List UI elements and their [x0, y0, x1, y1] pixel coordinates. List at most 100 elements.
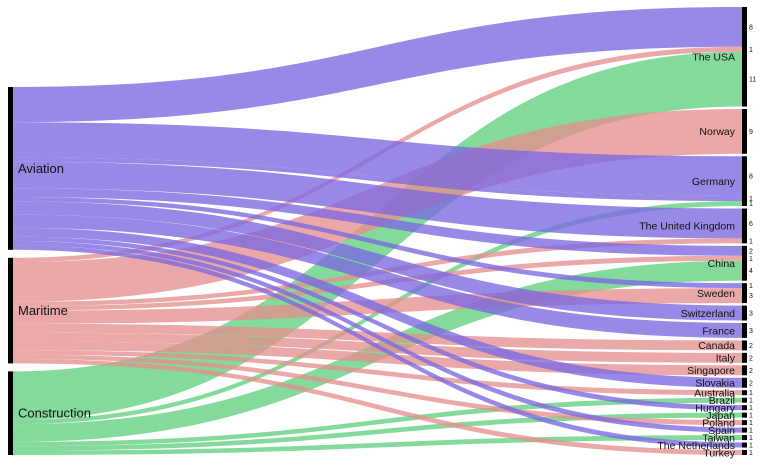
link-aviation-to-hungary — [13, 236, 742, 411]
target-node-canada — [742, 340, 747, 351]
link-maritime-to-turkey — [13, 359, 742, 455]
link-construction-to-taiwan — [13, 435, 742, 455]
value-label-aviation-germany: 1 — [749, 196, 753, 203]
target-label-canada: Canada — [698, 340, 735, 352]
target-label-brazil: Brazil — [709, 395, 735, 407]
target-label-singapore: Singapore — [687, 365, 735, 377]
target-node-singapore — [742, 365, 747, 376]
value-label-aviation-slovakia: 2 — [749, 380, 753, 387]
target-label-the-united-kingdom: The United Kingdom — [639, 221, 735, 233]
value-label-construction-taiwan: 1 — [749, 435, 753, 442]
link-aviation-to-germany — [13, 122, 742, 197]
value-label-aviation-the-usa: 8 — [749, 24, 753, 31]
target-node-the-netherlands — [742, 442, 747, 448]
nodes-layer — [8, 7, 747, 455]
link-construction-to-brazil — [13, 397, 742, 447]
value-label-aviation-france: 3 — [749, 328, 753, 335]
value-label-aviation-sweden: 1 — [749, 283, 753, 290]
value-label-construction-china: 4 — [749, 268, 753, 275]
target-label-norway: Norway — [699, 126, 735, 138]
target-label-hungary: Hungary — [695, 402, 735, 414]
target-label-the-netherlands: The Netherlands — [657, 440, 735, 452]
value-label-maritime-italy: 2 — [749, 355, 753, 362]
value-label-maritime-the-usa: 1 — [749, 47, 753, 54]
value-label-maritime-china: 1 — [749, 256, 753, 263]
target-label-germany: Germany — [692, 176, 736, 188]
target-node-taiwan — [742, 435, 747, 441]
target-label-slovakia: Slovakia — [695, 378, 735, 390]
value-label-maritime-turkey: 1 — [749, 450, 753, 457]
target-node-the-usa — [742, 7, 747, 107]
value-label-maritime-poland: 1 — [749, 420, 753, 427]
target-node-sweden — [742, 283, 747, 304]
target-node-china — [742, 245, 747, 281]
link-aviation-to-france — [13, 214, 742, 338]
link-maritime-to-australia — [13, 350, 742, 396]
source-label-aviation: Aviation — [18, 161, 64, 176]
target-node-france — [742, 323, 747, 338]
value-label-aviation-spain: 1 — [749, 428, 753, 435]
value-label-maritime-norway: 9 — [749, 129, 753, 136]
target-node-norway — [742, 109, 747, 154]
value-label-construction-japan: 1 — [749, 413, 753, 420]
target-label-taiwan: Taiwan — [702, 432, 735, 444]
value-label-aviation-the-netherlands: 1 — [749, 443, 753, 450]
link-maritime-to-china — [13, 255, 742, 311]
target-label-china: China — [708, 258, 736, 270]
value-label-aviation-china: 2 — [749, 248, 753, 255]
value-label-maritime-canada: 2 — [749, 343, 753, 350]
target-node-australia — [742, 390, 747, 396]
source-label-maritime: Maritime — [18, 303, 68, 318]
source-label-construction: Construction — [18, 406, 91, 421]
link-aviation-to-switzerland — [13, 201, 742, 321]
link-aviation-to-china — [13, 188, 742, 256]
value-label-construction-brazil: 1 — [749, 398, 753, 405]
source-node-construction — [8, 371, 13, 455]
value-label-maritime-sweden: 3 — [749, 293, 753, 300]
link-aviation-to-the-usa — [13, 7, 742, 123]
link-aviation-to-sweden — [13, 197, 742, 289]
link-aviation-to-spain — [13, 241, 742, 433]
target-label-switzerland: Switzerland — [681, 308, 735, 320]
target-node-spain — [742, 427, 747, 433]
target-node-slovakia — [742, 377, 747, 388]
value-label-aviation-germany: 8 — [749, 174, 753, 181]
link-aviation-to-the-netherlands — [13, 245, 742, 448]
target-node-switzerland — [742, 305, 747, 321]
labels-layer: Aviation Maritime Construction The USA Norwa… — [18, 24, 756, 459]
target-label-turkey: Turkey — [703, 447, 735, 459]
link-aviation-to-the-united-kingdom — [13, 161, 742, 239]
links-layer — [13, 7, 742, 455]
target-node-italy — [742, 352, 747, 363]
target-label-france: France — [702, 325, 735, 337]
target-label-japan: Japan — [706, 410, 735, 422]
target-label-italy: Italy — [716, 353, 736, 365]
link-aviation-to-germany — [13, 157, 742, 202]
link-construction-to-japan — [13, 412, 742, 451]
value-label-aviation-the-united-kingdom: 6 — [749, 221, 753, 228]
source-node-aviation — [8, 87, 13, 250]
value-label-construction-the-usa: 11 — [749, 77, 756, 84]
target-node-the-united-kingdom — [742, 208, 747, 244]
value-label-construction-germany: 1 — [749, 201, 753, 208]
target-node-brazil — [742, 397, 747, 403]
target-label-poland: Poland — [702, 417, 735, 429]
value-label-maritime-australia: 1 — [749, 390, 753, 397]
target-label-australia: Australia — [694, 388, 735, 400]
target-node-poland — [742, 420, 747, 426]
value-label-maritime-singapore: 2 — [749, 368, 753, 375]
link-maritime-to-poland — [13, 354, 742, 426]
value-label-aviation-hungary: 1 — [749, 405, 753, 412]
value-label-aviation-switzerland: 3 — [749, 311, 753, 318]
target-node-turkey — [742, 450, 747, 455]
link-aviation-to-slovakia — [13, 227, 742, 388]
target-label-spain: Spain — [708, 425, 735, 437]
target-node-japan — [742, 412, 747, 418]
target-label-the-usa: The USA — [692, 52, 735, 64]
source-node-maritime — [8, 257, 13, 364]
target-label-sweden: Sweden — [697, 288, 735, 300]
link-construction-to-the-usa — [13, 51, 742, 420]
target-node-germany — [742, 156, 747, 207]
